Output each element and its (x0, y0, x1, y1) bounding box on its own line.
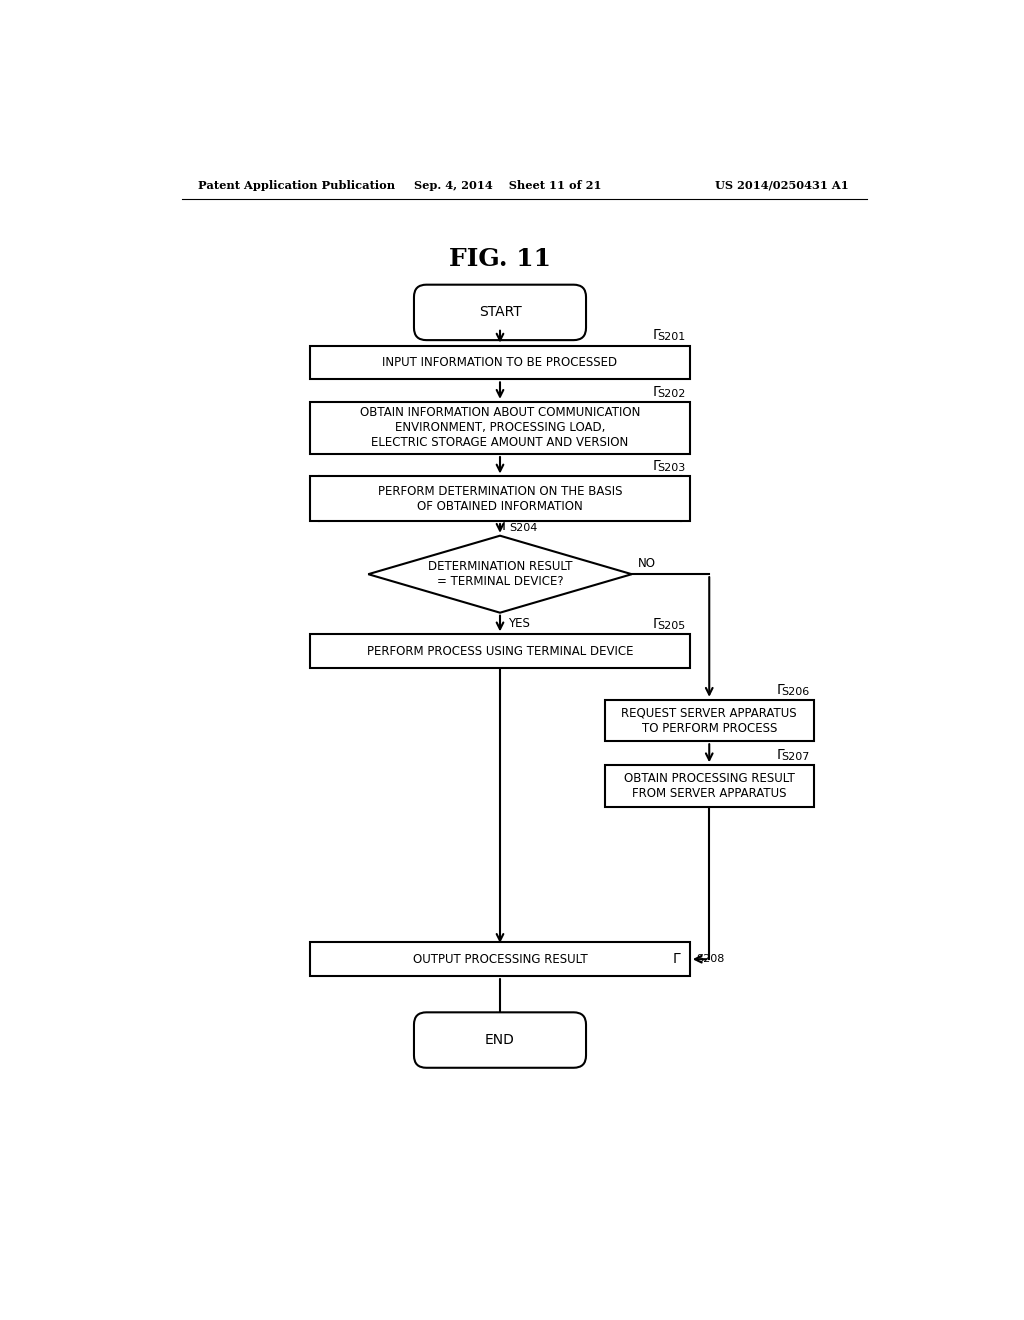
Text: Γ: Γ (652, 384, 660, 399)
Text: OBTAIN INFORMATION ABOUT COMMUNICATION
ENVIRONMENT, PROCESSING LOAD,
ELECTRIC ST: OBTAIN INFORMATION ABOUT COMMUNICATION E… (359, 407, 640, 449)
Text: Γ: Γ (652, 329, 660, 342)
Text: S201: S201 (657, 333, 686, 342)
Text: Γ: Γ (673, 952, 681, 966)
Text: Γ: Γ (652, 459, 660, 474)
Text: NO: NO (638, 557, 656, 570)
Text: Γ: Γ (776, 748, 784, 762)
Bar (310, 477, 690, 521)
Text: FIG. 11: FIG. 11 (449, 247, 551, 271)
Text: S207: S207 (781, 752, 810, 762)
Text: Patent Application Publication: Patent Application Publication (198, 180, 395, 191)
Text: START: START (478, 305, 521, 319)
Text: S202: S202 (657, 388, 686, 399)
Text: OUTPUT PROCESSING RESULT: OUTPUT PROCESSING RESULT (413, 953, 588, 966)
Text: YES: YES (508, 618, 529, 631)
Bar (604, 700, 814, 742)
Text: Γ: Γ (502, 519, 509, 533)
Text: S205: S205 (657, 622, 686, 631)
Text: DETERMINATION RESULT
= TERMINAL DEVICE?: DETERMINATION RESULT = TERMINAL DEVICE? (428, 560, 572, 589)
Text: S208: S208 (696, 954, 724, 964)
Text: PERFORM PROCESS USING TERMINAL DEVICE: PERFORM PROCESS USING TERMINAL DEVICE (367, 644, 633, 657)
Text: S206: S206 (781, 686, 810, 697)
Bar (310, 401, 690, 454)
Text: PERFORM DETERMINATION ON THE BASIS
OF OBTAINED INFORMATION: PERFORM DETERMINATION ON THE BASIS OF OB… (378, 484, 623, 512)
Text: US 2014/0250431 A1: US 2014/0250431 A1 (715, 180, 849, 191)
Text: S203: S203 (657, 463, 686, 474)
Bar (604, 766, 814, 807)
Polygon shape (369, 536, 632, 612)
Text: S204: S204 (509, 523, 538, 533)
Text: Γ: Γ (652, 618, 660, 631)
Text: Γ: Γ (776, 682, 784, 697)
Text: Sep. 4, 2014    Sheet 11 of 21: Sep. 4, 2014 Sheet 11 of 21 (414, 180, 601, 191)
Text: REQUEST SERVER APPARATUS
TO PERFORM PROCESS: REQUEST SERVER APPARATUS TO PERFORM PROC… (622, 706, 797, 734)
Bar (310, 635, 690, 668)
Bar (310, 942, 690, 977)
Text: OBTAIN PROCESSING RESULT
FROM SERVER APPARATUS: OBTAIN PROCESSING RESULT FROM SERVER APP… (624, 772, 795, 800)
FancyBboxPatch shape (414, 285, 586, 341)
FancyBboxPatch shape (414, 1012, 586, 1068)
Bar (310, 346, 690, 379)
Text: INPUT INFORMATION TO BE PROCESSED: INPUT INFORMATION TO BE PROCESSED (382, 356, 617, 370)
Text: END: END (485, 1034, 515, 1047)
